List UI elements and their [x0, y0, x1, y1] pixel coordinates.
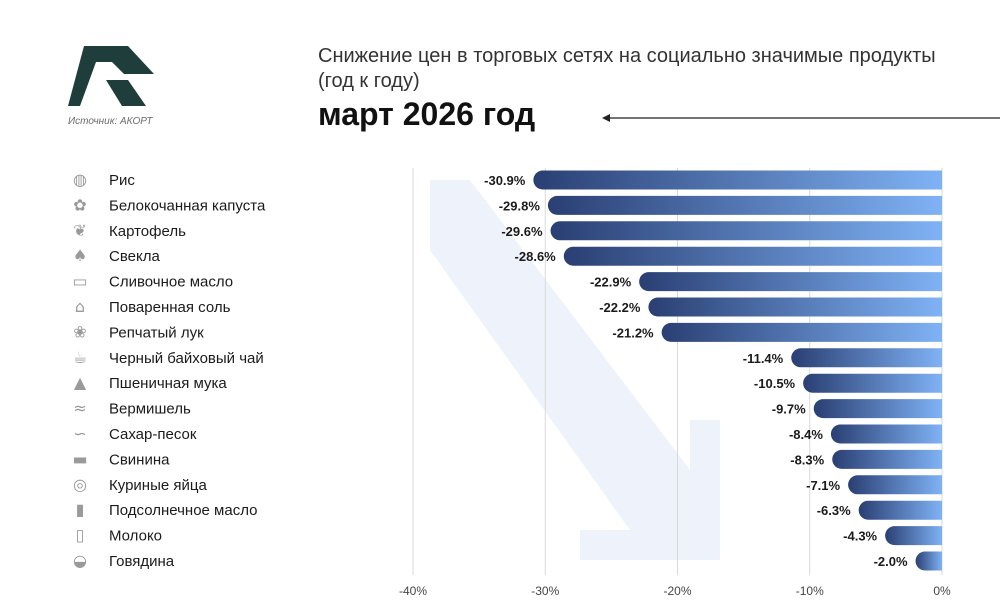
value-label: -4.3% — [843, 529, 877, 544]
bar — [858, 500, 942, 520]
category-label: Свинина — [109, 451, 170, 468]
cabbage-icon: ✿ — [73, 195, 86, 214]
milk-icon: ▯ — [76, 526, 85, 545]
value-label: -8.4% — [789, 427, 823, 442]
bar-row: ☕ Черный байховый чай -11.4% — [73, 348, 942, 368]
category-label: Пшеничная мука — [109, 375, 227, 392]
category-label: Черный байховый чай — [109, 350, 264, 367]
bar — [547, 195, 942, 215]
bar-row: ❦ Картофель -29.6% — [73, 221, 942, 241]
bar-row: ▭ Сливочное масло -22.9% — [72, 272, 942, 292]
watermark-arrow — [430, 180, 720, 560]
beet-icon: ♠ — [73, 246, 87, 265]
noodles-icon: ≈ — [73, 399, 86, 418]
value-label: -22.2% — [599, 300, 641, 315]
bar — [791, 348, 942, 368]
pork-icon: ▬ — [72, 449, 87, 468]
category-label: Белокочанная капуста — [109, 197, 266, 214]
eggs-icon: ◎ — [73, 475, 87, 494]
chart-subtitle: март 2026 год — [318, 96, 536, 132]
onion-icon: ❀ — [73, 322, 86, 341]
source-note: Источник: АКОРТ — [68, 116, 153, 127]
x-tick-label: -20% — [663, 584, 691, 598]
bar — [885, 526, 942, 546]
category-label: Подсолнечное масло — [109, 502, 257, 519]
bar — [661, 322, 942, 342]
x-tick-label: -40% — [399, 584, 427, 598]
value-label: -8.3% — [790, 452, 824, 467]
bar-row: ▮ Подсолнечное масло -6.3% — [76, 500, 942, 520]
flour-icon: ▲ — [74, 373, 87, 392]
bar — [563, 246, 942, 266]
category-label: Свекла — [109, 248, 160, 265]
value-label: -29.6% — [501, 224, 543, 239]
bar — [813, 399, 942, 419]
oil-bottle-icon: ▮ — [76, 500, 85, 519]
salt-icon: ⌂ — [75, 297, 85, 316]
x-tick-label: -30% — [531, 584, 559, 598]
value-label: -9.7% — [772, 402, 806, 417]
bar — [550, 221, 942, 241]
akort-logo — [68, 46, 154, 106]
value-label: -30.9% — [484, 173, 526, 188]
category-label: Куриные яйца — [109, 477, 207, 494]
bar-row: ∽ Сахар-песок -8.4% — [73, 424, 942, 444]
beef-icon: ◒ — [73, 551, 87, 570]
bar-row: ▬ Свинина -8.3% — [72, 449, 942, 469]
category-label: Поваренная соль — [109, 299, 231, 316]
bar-row: ⌂ Поваренная соль -22.2% — [75, 297, 942, 317]
butter-icon: ▭ — [72, 272, 87, 291]
bar-row: ◒ Говядина -2.0% — [73, 551, 942, 571]
bar-row: ▯ Молоко -4.3% — [76, 526, 942, 546]
value-label: -11.4% — [743, 351, 784, 366]
category-label: Сливочное масло — [109, 274, 233, 291]
chart-title: Снижение цен в торговых сетях на социаль… — [318, 45, 936, 92]
value-label: -29.8% — [499, 198, 541, 213]
bar — [915, 551, 942, 571]
category-label: Рис — [109, 172, 135, 189]
bar-row: ◍ Рис -30.9% — [73, 170, 942, 190]
bar-row: ♠ Свекла -28.6% — [73, 246, 942, 266]
sugar-icon: ∽ — [73, 424, 86, 443]
category-label: Сахар-песок — [109, 426, 197, 443]
arrow-left-icon — [602, 114, 1000, 122]
category-label: Репчатый лук — [109, 324, 204, 341]
bar-row: ❀ Репчатый лук -21.2% — [73, 322, 942, 342]
potato-icon: ❦ — [73, 221, 86, 240]
bar — [639, 272, 942, 292]
tea-icon: ☕ — [73, 348, 87, 367]
value-label: -21.2% — [612, 325, 654, 340]
category-label: Молоко — [109, 528, 162, 545]
bar-row: ✿ Белокочанная капуста -29.8% — [73, 195, 942, 215]
x-tick-label: 0% — [933, 584, 951, 598]
bar — [848, 475, 942, 495]
value-label: -2.0% — [874, 554, 908, 569]
value-label: -28.6% — [515, 249, 557, 264]
value-label: -6.3% — [817, 503, 851, 518]
bar — [648, 297, 942, 317]
bar — [803, 373, 942, 393]
bar — [832, 449, 942, 469]
bar-row: ≈ Вермишель -9.7% — [73, 399, 942, 419]
bar — [830, 424, 942, 444]
category-label: Картофель — [109, 223, 186, 240]
value-label: -7.1% — [806, 478, 840, 493]
category-label: Вермишель — [109, 401, 191, 418]
bar — [533, 170, 942, 190]
bar-row: ▲ Пшеничная мука -10.5% — [74, 373, 942, 393]
x-tick-label: -10% — [796, 584, 824, 598]
value-label: -22.9% — [590, 275, 632, 290]
bar-row: ◎ Куриные яйца -7.1% — [73, 475, 942, 495]
rice-bowl-icon: ◍ — [73, 170, 87, 189]
value-label: -10.5% — [754, 376, 796, 391]
category-label: Говядина — [109, 553, 175, 570]
